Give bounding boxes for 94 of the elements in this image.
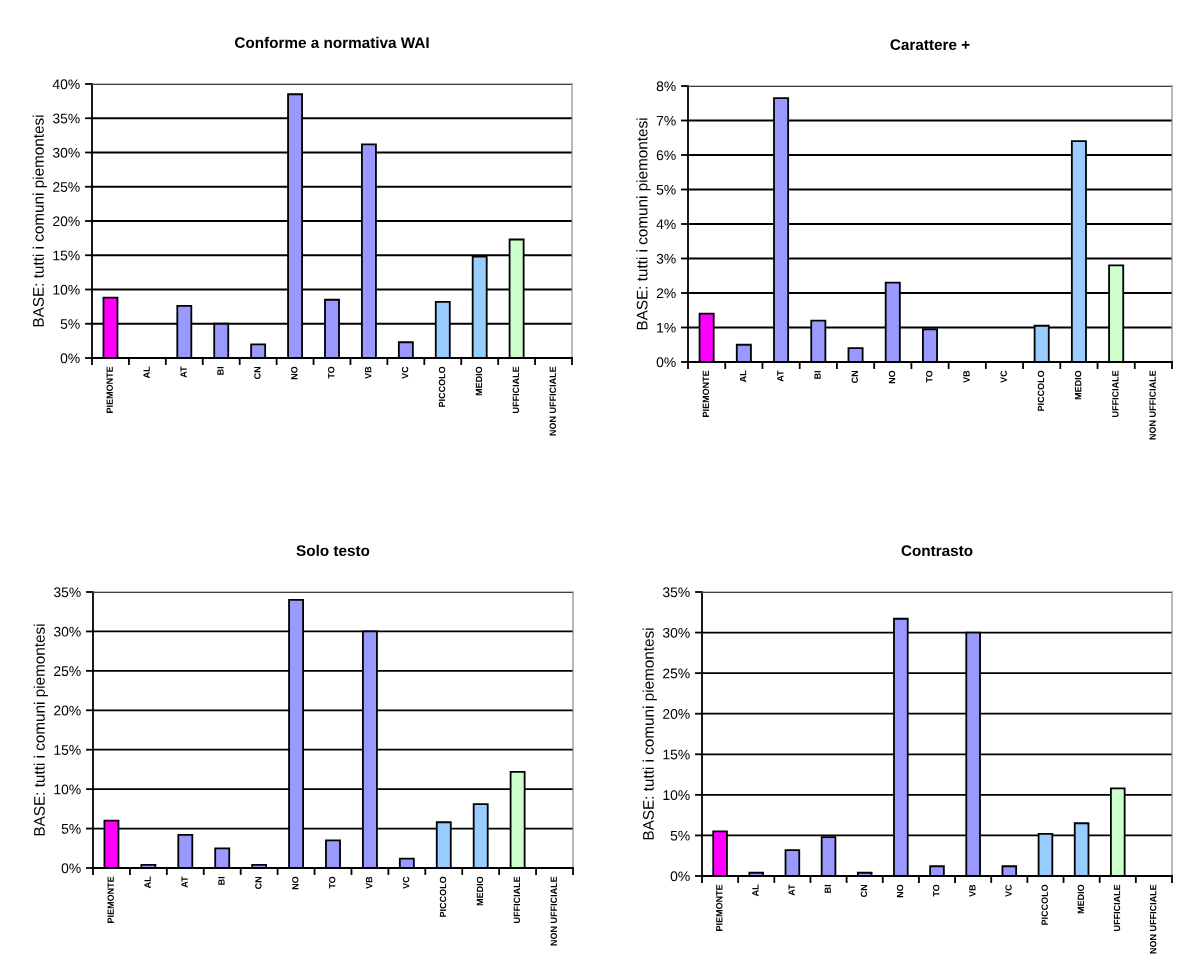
y-axis-title: BASE: tutti i comuni piemontesi xyxy=(642,628,657,840)
x-tick-label: BI xyxy=(218,876,225,885)
x-tick-label: PIEMONTE xyxy=(716,884,723,931)
x-tick-label: PIEMONTE xyxy=(107,876,114,923)
x-tick-label: VC xyxy=(1005,884,1012,897)
x-tick-label: UFFICIALE xyxy=(513,876,521,923)
x-tick-label: AL xyxy=(143,366,150,379)
x-tick-label: VC xyxy=(402,876,410,889)
x-tick-label: VB xyxy=(365,366,372,379)
y-tick-label: 20% xyxy=(54,705,81,716)
y-tick-label: 0% xyxy=(670,871,690,882)
x-tick-label: BI xyxy=(217,366,224,375)
y-tick-label: 30% xyxy=(662,627,690,638)
x-tick-label: MEDIO xyxy=(1074,370,1082,400)
y-tick-label: 20% xyxy=(53,216,80,227)
y-tick-label: 15% xyxy=(663,749,690,760)
y-tick-label: 5% xyxy=(61,823,81,834)
x-tick-label: VB xyxy=(963,370,970,383)
x-tick-label: MEDIO xyxy=(1077,884,1085,914)
x-tick-label: NO xyxy=(896,884,904,898)
x-tick-label: PICCOLO xyxy=(438,366,446,407)
y-tick-label: 10% xyxy=(53,284,80,295)
x-tick-label: AT xyxy=(777,370,784,382)
x-tick-label: PICCOLO xyxy=(1041,884,1048,925)
y-tick-label: 35% xyxy=(662,587,690,598)
y-tick-label: 5% xyxy=(670,830,690,841)
x-tick-label: PICCOLO xyxy=(1037,370,1045,411)
x-tick-label: MEDIO xyxy=(475,366,483,396)
y-tick-label: 4% xyxy=(656,219,676,230)
x-tick-label: NO xyxy=(291,366,298,380)
x-tick-label: MEDIO xyxy=(476,876,484,906)
x-tick-label: PIEMONTE xyxy=(106,366,113,413)
x-tick-label: VC xyxy=(401,366,409,379)
x-tick-label: UFFICIALE xyxy=(1113,884,1121,931)
x-tick-label: AT xyxy=(788,884,795,896)
chart-title: Conforme a normativa WAI xyxy=(235,36,429,49)
x-tick-label: CN xyxy=(255,876,262,889)
y-axis-title: BASE: tutti i comuni piemontesi xyxy=(32,115,47,327)
y-tick-label: 20% xyxy=(663,709,690,719)
y-tick-label: 8% xyxy=(656,81,676,92)
y-tick-label: 10% xyxy=(54,784,81,795)
y-tick-label: 5% xyxy=(656,184,676,195)
x-tick-label: NON UFFICIALE xyxy=(1149,884,1157,954)
y-tick-label: 25% xyxy=(663,668,690,679)
x-tick-label: AT xyxy=(180,366,187,378)
x-tick-label: NON UFFICIALE xyxy=(550,876,557,946)
x-tick-label: AT xyxy=(181,876,188,888)
x-tick-label: TO xyxy=(933,884,940,897)
y-axis-title: BASE: tutti i comuni piemontesi xyxy=(636,118,651,330)
x-tick-label: NO xyxy=(888,370,896,384)
x-tick-label: NON UFFICIALE xyxy=(1149,370,1156,440)
y-tick-label: 2% xyxy=(656,288,676,299)
y-tick-label: 1% xyxy=(657,322,676,333)
x-tick-label: BI xyxy=(814,370,821,379)
x-tick-label: BI xyxy=(824,884,831,893)
chart-title: Carattere + xyxy=(890,39,970,51)
x-tick-label: VC xyxy=(1000,370,1007,383)
x-tick-label: NO xyxy=(292,876,299,890)
x-tick-label: VB xyxy=(366,876,373,889)
y-tick-label: 15% xyxy=(53,250,80,261)
x-tick-label: PIEMONTE xyxy=(702,370,710,417)
y-tick-label: 35% xyxy=(53,587,81,598)
x-tick-label: AL xyxy=(144,876,151,889)
chart-title: Solo testo xyxy=(296,544,370,557)
y-tick-label: 35% xyxy=(52,113,80,124)
x-tick-label: UFFICIALE xyxy=(512,366,520,413)
y-tick-label: 7% xyxy=(656,115,676,126)
y-axis-title: BASE: tutti i comuni piemontesi xyxy=(33,624,48,836)
x-tick-label: TO xyxy=(329,876,336,889)
y-tick-label: 6% xyxy=(656,150,676,161)
x-tick-label: UFFICIALE xyxy=(1112,370,1119,417)
y-tick-label: 15% xyxy=(54,745,81,755)
x-tick-label: CN xyxy=(254,366,261,379)
x-tick-label: CN xyxy=(851,370,858,383)
y-tick-label: 30% xyxy=(52,147,80,158)
y-tick-label: 5% xyxy=(60,319,80,329)
y-tick-label: 30% xyxy=(53,626,81,637)
chart-title: Contrasto xyxy=(901,545,973,557)
y-tick-label: 25% xyxy=(53,182,80,192)
y-tick-label: 10% xyxy=(663,790,690,801)
y-tick-label: 0% xyxy=(656,357,676,368)
y-tick-label: 25% xyxy=(54,666,81,677)
x-tick-label: NON UFFICIALE xyxy=(549,366,556,436)
x-tick-label: AL xyxy=(739,370,747,383)
x-tick-label: TO xyxy=(328,366,335,379)
x-tick-label: CN xyxy=(860,884,868,897)
x-tick-label: VB xyxy=(969,884,976,897)
y-tick-label: 3% xyxy=(656,253,676,264)
y-tick-label: 0% xyxy=(61,863,81,874)
x-tick-label: TO xyxy=(926,370,933,383)
x-tick-label: AL xyxy=(752,884,759,897)
y-tick-label: 0% xyxy=(60,353,80,364)
y-tick-label: 40% xyxy=(52,79,80,90)
x-tick-label: PICCOLO xyxy=(439,876,447,917)
